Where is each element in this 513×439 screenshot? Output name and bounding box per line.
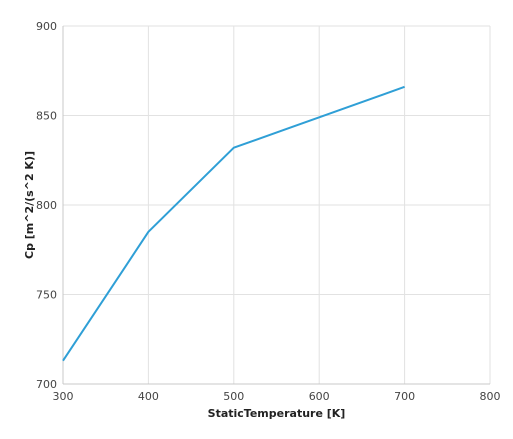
y-tick-label: 750 bbox=[36, 289, 57, 302]
y-tick-label: 900 bbox=[36, 20, 57, 33]
series-layer bbox=[62, 85, 405, 362]
y-axis-title: Cp [m^2/(s^2 K)] bbox=[23, 151, 36, 259]
x-tick-label: 600 bbox=[309, 390, 330, 403]
grid bbox=[62, 25, 491, 385]
x-axis-title: StaticTemperature [K] bbox=[208, 407, 346, 420]
y-tick-label: 850 bbox=[36, 110, 57, 123]
x-tick-label: 500 bbox=[223, 390, 244, 403]
x-tick-label: 400 bbox=[138, 390, 159, 403]
y-tick-label: 800 bbox=[36, 199, 57, 212]
y-tick-label: 700 bbox=[36, 378, 57, 391]
x-tick-label: 800 bbox=[480, 390, 501, 403]
x-tick-label: 700 bbox=[394, 390, 415, 403]
series-line bbox=[62, 85, 405, 362]
axes bbox=[62, 26, 490, 385]
x-tick-label: 300 bbox=[53, 390, 74, 403]
tick-labels: 300 400 500 600 700 800 700 750 800 850 900 bbox=[36, 20, 501, 403]
